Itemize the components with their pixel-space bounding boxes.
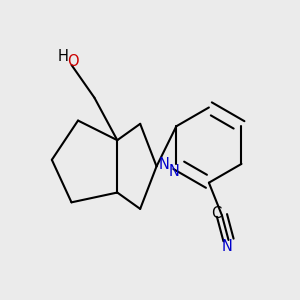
- Text: H: H: [58, 49, 69, 64]
- Text: N: N: [169, 164, 180, 178]
- Text: N: N: [158, 157, 169, 172]
- Text: C: C: [211, 206, 221, 221]
- Text: N: N: [221, 239, 232, 254]
- Text: O: O: [67, 54, 79, 69]
